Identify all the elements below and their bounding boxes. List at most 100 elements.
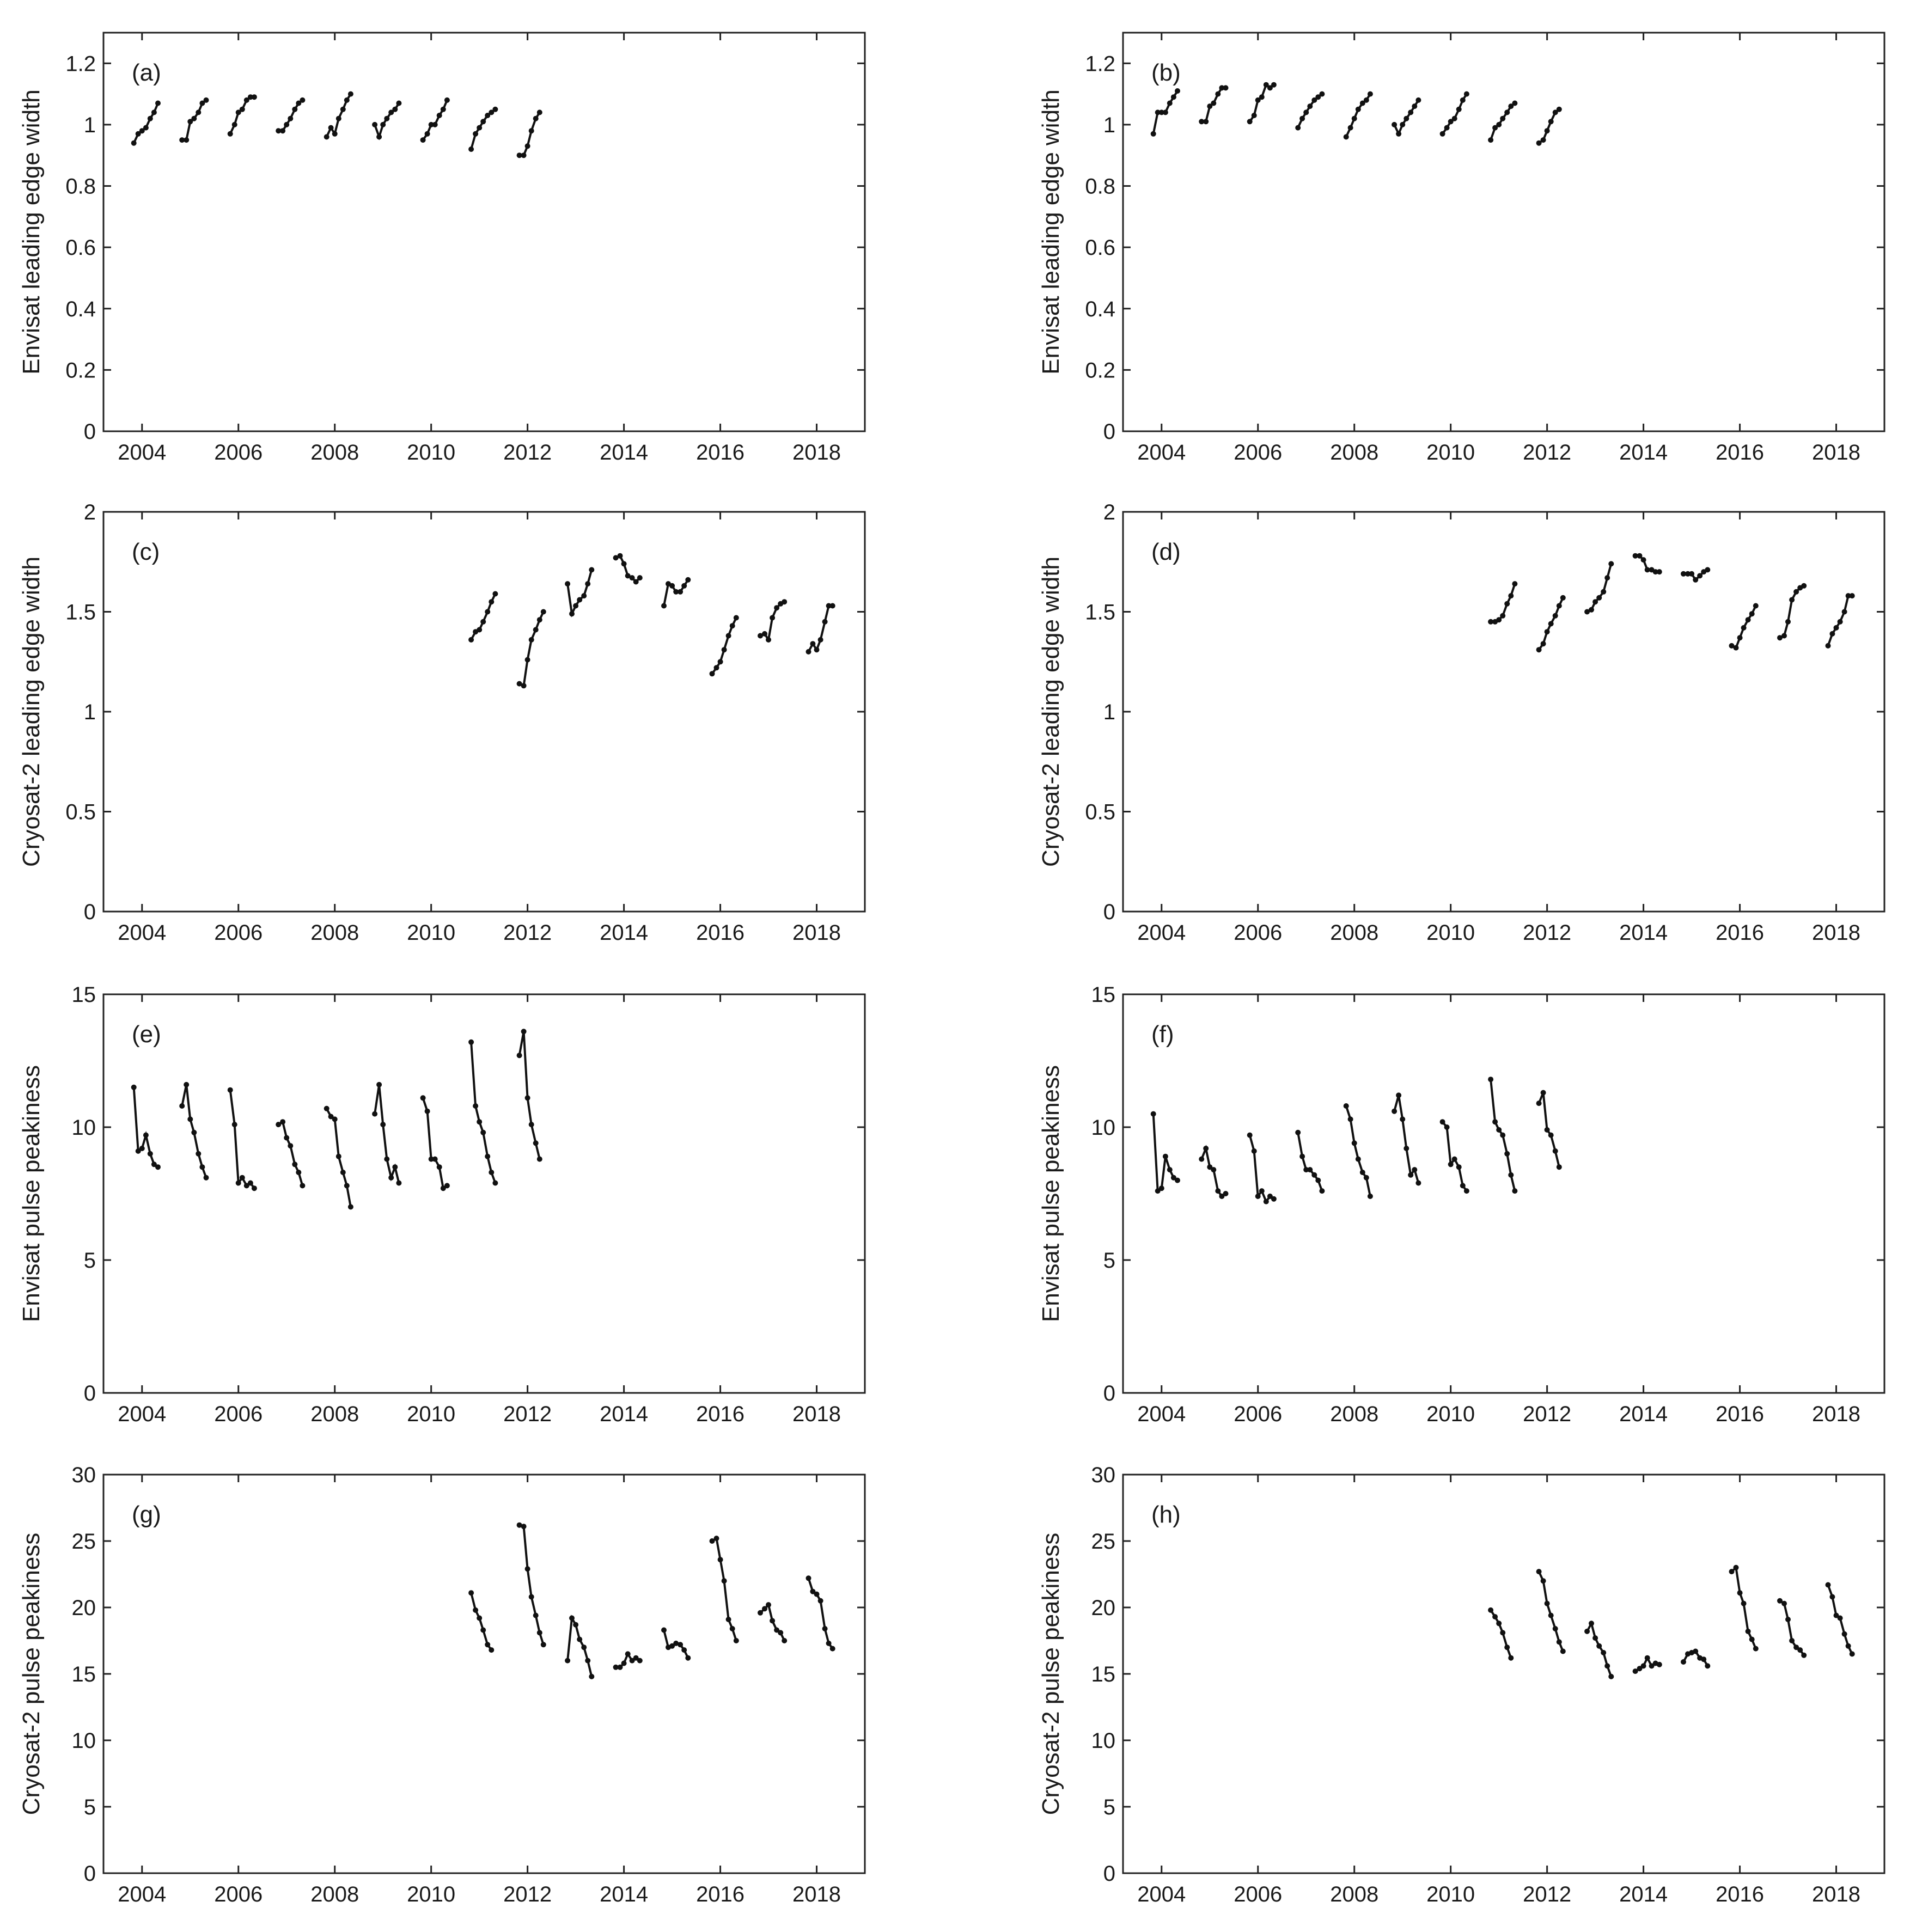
panel-b: 2004 2006 2008 2010 2012 2014 2016 2018 0 0.2 0.4 0… [1038,32,1885,464]
data-point-a [284,121,290,127]
x-tick-label-f: 2010 [1426,1402,1475,1426]
data-point-c [565,581,571,587]
x-tick-label-g: 2006 [214,1882,263,1906]
data-point-a [251,94,257,100]
series-line-e [518,1031,541,1160]
plot-frame-e [102,993,866,1394]
y-tick-label-b: 0.2 [1085,358,1115,382]
data-point-h [1749,1636,1755,1642]
y-tick-label-g: 20 [72,1596,96,1620]
data-point-a [380,121,386,127]
data-point-a [147,115,153,121]
x-tick-label-e: 2014 [600,1402,648,1426]
data-point-g [573,1622,579,1628]
data-point-a [392,106,398,112]
data-point-c [822,619,828,625]
data-point-c [516,681,522,687]
data-point-c [489,599,495,605]
data-point-f [1223,1191,1229,1196]
data-point-c [826,603,832,609]
data-point-c [685,577,691,583]
data-point-b [1295,125,1301,131]
data-point-f [1451,1156,1457,1162]
y-tick-label-f: 0 [1103,1381,1115,1405]
x-tick-label-a: 2004 [118,441,166,464]
data-point-f [1415,1180,1421,1186]
x-tick-label-h: 2016 [1716,1882,1764,1906]
y-axis-label-g: Cryosat-2 pulse peakiness [18,1533,45,1815]
x-tick-label-d: 2004 [1137,921,1186,945]
data-point-b [1396,131,1402,137]
y-axis-label-b: Envisat leading edge width [1038,89,1064,374]
data-point-a [521,152,527,158]
data-point-b [1460,97,1466,103]
data-point-e [135,1148,141,1154]
data-point-h [1601,1650,1607,1655]
data-point-g [540,1642,546,1648]
data-point-g [477,1615,483,1621]
data-point-d [1589,607,1594,613]
x-tick-label-h: 2004 [1137,1882,1186,1906]
x-tick-label-c: 2012 [503,921,552,945]
data-point-f [1367,1193,1373,1199]
data-point-h [1681,1659,1686,1665]
data-point-b [1203,119,1209,125]
y-tick-label-h: 20 [1091,1596,1116,1620]
data-point-e [344,1183,350,1189]
data-point-c [733,615,739,621]
panel-label-d: (d) [1151,539,1181,565]
data-point-f [1263,1199,1269,1205]
data-point-e [516,1053,522,1059]
data-point-a [280,128,286,134]
data-point-d [1737,635,1743,641]
data-point-f [1259,1188,1265,1194]
data-point-a [196,109,202,115]
data-point-b [1367,91,1373,97]
data-point-e [524,1095,530,1101]
x-tick-label-h: 2012 [1523,1882,1571,1906]
series-line-d [1586,563,1613,613]
data-point-h [1548,1612,1554,1618]
data-point-a [428,121,434,127]
data-point-b [1540,137,1546,143]
x-tick-label-f: 2016 [1716,1402,1764,1426]
data-point-b [1255,97,1261,103]
data-point-h [1801,1652,1807,1658]
data-point-g [528,1594,534,1600]
data-point-g [577,1636,583,1642]
data-point-g [826,1640,832,1646]
data-point-c [817,637,823,643]
data-point-g [762,1606,767,1612]
data-point-b [1488,137,1494,143]
data-point-c [806,649,811,655]
data-point-a [139,128,145,134]
data-point-b [1456,106,1462,112]
data-point-e [247,1180,253,1186]
series-line-c [518,611,545,688]
data-point-f [1448,1161,1454,1167]
data-point-f [1162,1153,1168,1159]
data-point-c [709,671,715,677]
data-point-g [613,1664,619,1670]
data-point-c [758,633,763,639]
data-point-f [1548,1132,1554,1138]
x-tick-label-d: 2016 [1716,921,1764,945]
data-point-d [1829,631,1835,637]
data-point-g [713,1536,719,1542]
data-point-b [1351,115,1357,121]
y-tick-label-a: 0.8 [65,175,96,199]
x-tick-label-b: 2018 [1812,441,1860,464]
data-point-d [1685,571,1691,577]
x-tick-label-f: 2014 [1619,1402,1668,1426]
data-point-b [1403,115,1409,121]
data-point-f [1271,1196,1277,1202]
y-tick-label-c: 0.5 [65,800,96,824]
data-point-g [669,1643,675,1649]
data-point-f [1552,1148,1558,1154]
data-point-a [388,109,394,115]
data-point-d [1753,603,1759,609]
series-line-e [278,1120,304,1186]
data-point-a [376,134,382,140]
y-tick-label-e: 0 [84,1381,96,1405]
data-point-a [444,97,450,103]
